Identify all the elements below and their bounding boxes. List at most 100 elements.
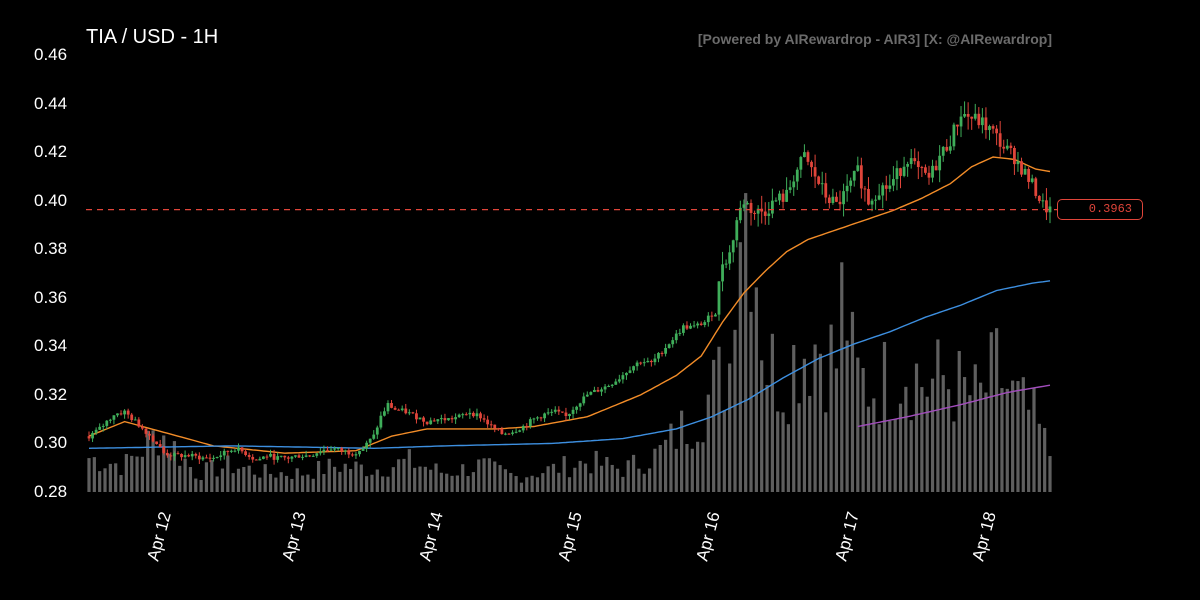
candle-body	[190, 453, 194, 457]
volume-bar	[551, 463, 556, 492]
volume-bar	[338, 471, 342, 492]
volume-bar	[973, 364, 977, 492]
x-tick-label: Apr 15	[555, 510, 586, 563]
candle-body	[795, 169, 799, 182]
candle-body	[596, 389, 600, 392]
volume-bar	[493, 461, 497, 492]
candle-body	[728, 252, 732, 264]
candle-body	[514, 431, 518, 433]
candle-body	[390, 403, 393, 408]
candle-body	[450, 418, 454, 420]
candle-body	[956, 124, 959, 127]
candle-body	[212, 457, 215, 459]
volume-bar	[850, 311, 855, 492]
candle-body	[1005, 145, 1009, 149]
volume-bar	[877, 424, 881, 492]
candle-body	[731, 240, 735, 253]
volume-bar	[530, 475, 534, 492]
volume-bar	[893, 419, 897, 492]
candle-body	[411, 412, 415, 414]
volume-bar	[466, 475, 470, 492]
candle-body	[667, 344, 671, 348]
candle-body	[891, 179, 895, 186]
candle-body	[201, 457, 205, 460]
volume-bar	[418, 466, 422, 492]
volume-bar	[108, 463, 112, 492]
volume-bar	[263, 464, 267, 492]
volume-bar	[813, 344, 817, 492]
volume-bar	[226, 455, 230, 492]
candle-body	[1009, 145, 1013, 149]
candle-body	[365, 442, 369, 449]
candle-body	[525, 425, 529, 427]
volume-bar	[647, 468, 652, 492]
candle-body	[286, 457, 290, 459]
volume-bar	[610, 464, 614, 492]
volume-bar	[316, 460, 321, 492]
candle-body	[219, 455, 223, 458]
volume-bar	[898, 403, 903, 492]
candle-body	[244, 451, 248, 455]
volume-bar	[904, 386, 908, 492]
candle-body	[806, 152, 810, 162]
volume-bar	[178, 465, 182, 492]
candle-body	[457, 414, 461, 418]
candle-body	[941, 146, 945, 156]
candle-body	[101, 425, 105, 427]
volume-bar	[615, 468, 620, 492]
candle-body	[820, 183, 824, 185]
candle-body	[924, 167, 927, 173]
volume-bar	[429, 469, 433, 492]
candles	[87, 101, 1052, 465]
candle-body	[817, 176, 821, 184]
candle-body	[294, 455, 297, 457]
candle-body	[714, 314, 717, 317]
candle-body	[614, 381, 618, 385]
candle-body	[354, 454, 358, 456]
candle-body	[454, 417, 458, 420]
candle-body	[347, 450, 351, 455]
y-tick-label: 0.44	[34, 93, 68, 113]
candle-body	[909, 158, 913, 165]
volume-bar	[455, 475, 459, 492]
volume-bar	[231, 473, 235, 492]
candle-body	[183, 455, 187, 458]
volume-bar	[909, 420, 913, 492]
volume-bar	[322, 473, 326, 492]
candle-body	[770, 200, 774, 214]
candle-body	[500, 428, 504, 435]
current-price-label: 0.3963	[1057, 199, 1143, 220]
candle-body	[835, 196, 838, 202]
candle-body	[262, 456, 265, 459]
candle-body	[1023, 168, 1027, 175]
candle-body	[464, 414, 468, 416]
volume-bar	[391, 467, 395, 492]
candle-body	[778, 193, 781, 201]
volume-bar	[349, 468, 353, 492]
volume-bar	[557, 472, 561, 492]
volume-bar	[306, 474, 310, 492]
volume-bar	[92, 457, 96, 492]
candle-body	[717, 281, 721, 315]
candle-body	[375, 427, 379, 435]
y-tick-label: 0.32	[34, 384, 68, 404]
volume-bar	[98, 471, 102, 492]
candle-body	[486, 419, 490, 425]
volume-bar	[781, 412, 785, 492]
candle-body	[91, 432, 94, 439]
candle-body	[617, 379, 621, 382]
y-tick-label: 0.40	[34, 190, 68, 210]
volume-bar	[925, 396, 929, 492]
volume-bar	[477, 459, 481, 492]
indicator-line-ma-long	[88, 280, 1051, 450]
candle-body	[215, 457, 219, 459]
volume-bar	[162, 435, 166, 492]
volume-bar	[1021, 377, 1025, 492]
volume-bar	[573, 467, 577, 492]
volume-bar	[930, 378, 935, 492]
candle-body	[251, 456, 255, 460]
volume-bar	[450, 475, 454, 492]
candle-body	[863, 188, 867, 190]
candle-body	[1045, 200, 1048, 213]
